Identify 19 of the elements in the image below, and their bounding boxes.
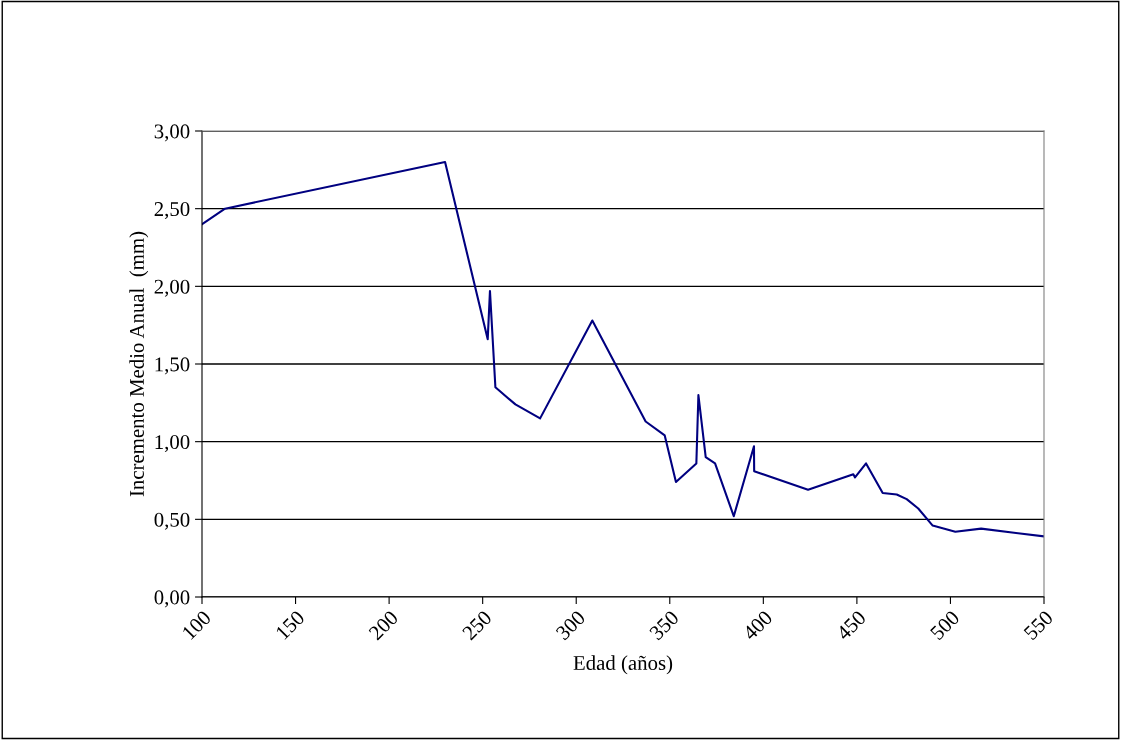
x-tick-label: 550 <box>1023 609 1054 641</box>
y-tick-label: 0,50 <box>154 512 190 530</box>
x-tick-label: 400 <box>741 609 774 641</box>
x-tick-label: 250 <box>461 609 493 641</box>
y-tick-label: 2,50 <box>154 202 190 220</box>
y-axis-title: Incremento Medio Anual (mm) <box>129 231 149 497</box>
y-tick-label: 0,00 <box>154 590 190 608</box>
x-tick-label: 300 <box>555 609 587 641</box>
x-tick-label: 150 <box>275 609 306 640</box>
x-tick-label: 450 <box>835 609 867 641</box>
y-tick-label: 2,00 <box>154 279 190 297</box>
x-tick-label: 200 <box>368 609 399 641</box>
y-tick-label: 1,00 <box>155 435 190 453</box>
x-tick-label: 350 <box>648 609 680 641</box>
x-tick-label: 100 <box>181 609 212 640</box>
x-axis-title: Edad (años) <box>573 655 673 675</box>
y-tick-label: 1,50 <box>155 357 190 375</box>
y-tick-label: 3,00 <box>154 124 190 142</box>
x-tick-label: 500 <box>929 609 961 641</box>
